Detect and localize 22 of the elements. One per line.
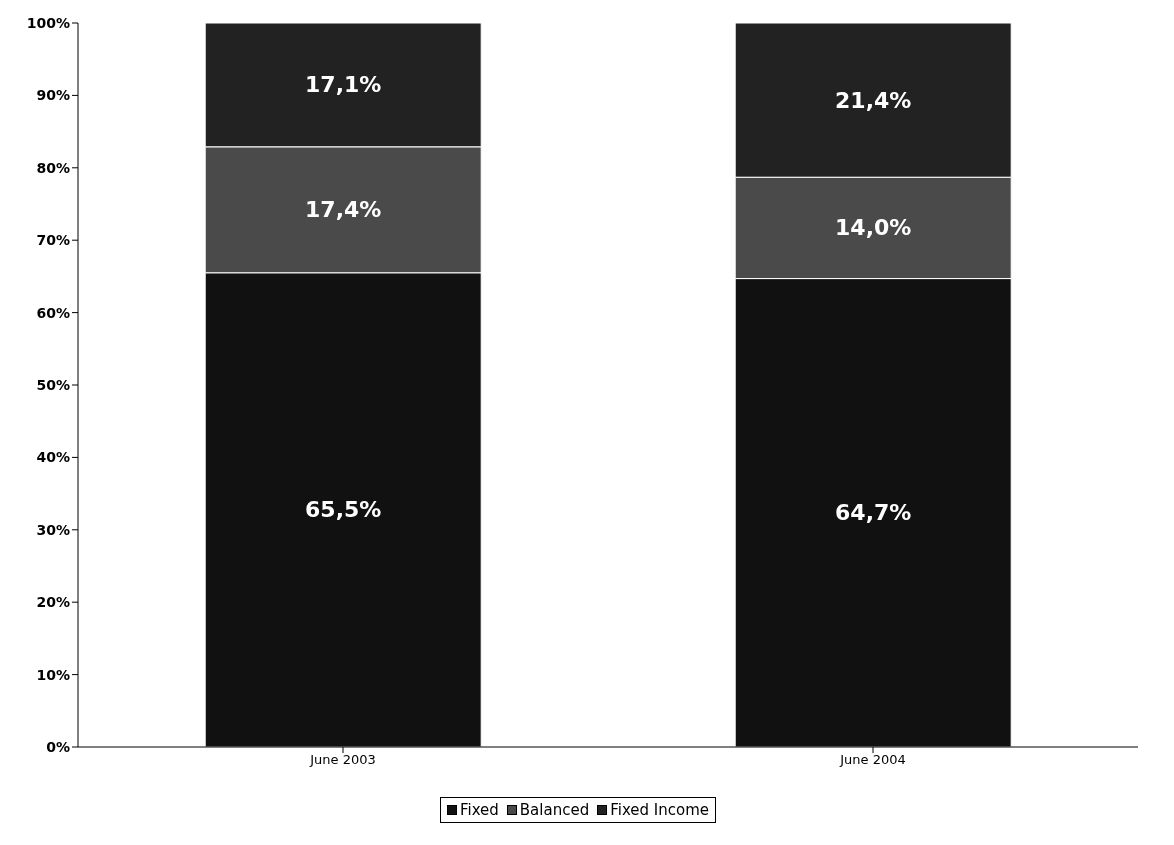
x-tick-label: June 2003 <box>309 752 376 768</box>
data-label: 14,0% <box>835 215 912 241</box>
data-label: 65,5% <box>305 497 382 523</box>
y-tick-label: 100% <box>26 14 70 31</box>
data-label: 21,4% <box>835 87 912 113</box>
x-tick-label: June 2004 <box>839 752 906 768</box>
y-tick-label: 50% <box>36 376 70 393</box>
data-label: 17,1% <box>305 72 382 98</box>
y-tick-label: 90% <box>36 87 70 104</box>
legend-label: Fixed <box>458 801 499 819</box>
data-label: 17,4% <box>305 197 382 223</box>
data-label: 64,7% <box>835 500 912 526</box>
y-tick-label: 30% <box>36 521 70 538</box>
y-tick-label: 60% <box>36 304 70 321</box>
y-tick-label: 70% <box>36 232 70 249</box>
y-tick-label: 80% <box>36 159 70 176</box>
legend-label: Fixed Income <box>609 801 710 819</box>
y-tick-label: 0% <box>46 738 70 755</box>
y-tick-label: 40% <box>36 449 70 466</box>
y-tick-label: 20% <box>36 594 70 611</box>
legend-label: Balanced <box>518 801 590 819</box>
y-tick-label: 10% <box>36 666 70 683</box>
